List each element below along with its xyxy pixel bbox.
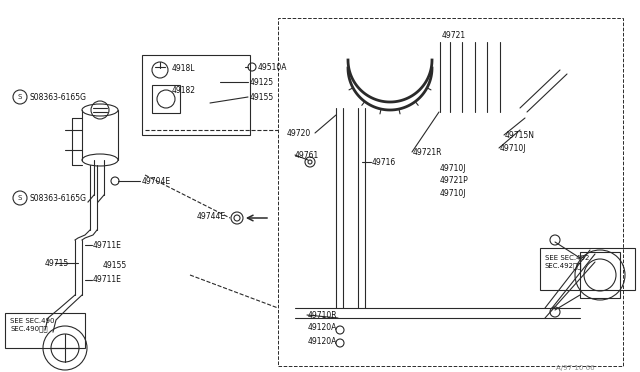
Text: S: S [18, 195, 22, 201]
Text: 49155: 49155 [103, 260, 127, 269]
Text: 49182: 49182 [172, 86, 196, 94]
Text: 49704E: 49704E [142, 176, 171, 186]
Bar [142, 55, 250, 135]
Text: 49716: 49716 [372, 157, 396, 167]
Text: 49721: 49721 [442, 31, 466, 39]
Text: 49761: 49761 [295, 151, 319, 160]
Bar [540, 248, 635, 290]
Text: 49510A: 49510A [258, 62, 287, 71]
Bar [5, 313, 85, 348]
Bar [580, 252, 620, 298]
Text: 49125: 49125 [250, 77, 274, 87]
Text: 49715N: 49715N [505, 131, 535, 140]
Text: 49744E: 49744E [197, 212, 226, 221]
Text: S: S [18, 94, 22, 100]
Text: 49120A: 49120A [308, 324, 337, 333]
Text: 49721P: 49721P [440, 176, 468, 185]
Text: S08363-6165G: S08363-6165G [29, 93, 86, 102]
Bar [278, 18, 623, 366]
Text: 49710J: 49710J [440, 164, 467, 173]
Text: 49711E: 49711E [93, 276, 122, 285]
Text: S08363-6165G: S08363-6165G [29, 193, 86, 202]
Text: 4918L: 4918L [172, 64, 195, 73]
Text: SEE SEC.492
SEC.492参照: SEE SEC.492 SEC.492参照 [545, 255, 589, 269]
Text: 49710R: 49710R [308, 311, 338, 320]
Text: A/97 10 66: A/97 10 66 [556, 365, 595, 371]
Text: 49155: 49155 [250, 93, 275, 102]
Text: SEE SEC.490
SEC.490参照: SEE SEC.490 SEC.490参照 [10, 318, 54, 332]
Text: 49710J: 49710J [440, 189, 467, 198]
Text: 49721R: 49721R [413, 148, 442, 157]
Text: 49711E: 49711E [93, 241, 122, 250]
Text: 49720: 49720 [287, 128, 311, 138]
Text: 49120A: 49120A [308, 337, 337, 346]
Bar [152, 85, 180, 113]
Text: 49710J: 49710J [500, 144, 527, 153]
Text: 49715: 49715 [45, 259, 69, 267]
